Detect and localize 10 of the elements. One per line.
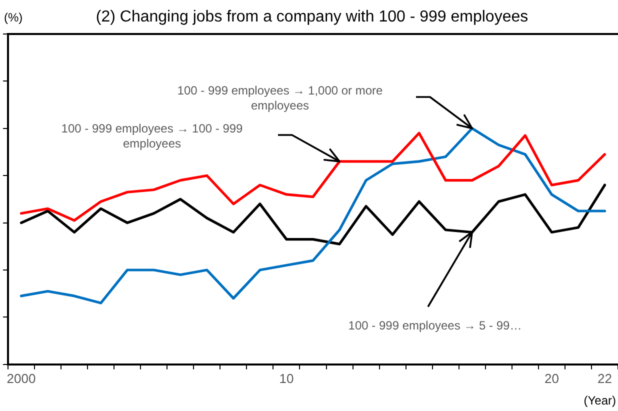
text: 100 - 999 employees → 1,000 or more employees (177, 83, 384, 112)
annotation: 100 - 999 employees → 100 - 999 employees (61, 121, 244, 150)
x-tick-label: 10 (279, 370, 294, 386)
text: (%) (4, 10, 23, 24)
x-tick-label: 2000 (6, 370, 36, 386)
x-tick-label: 22 (598, 370, 612, 386)
x-axis-title: (Year) (584, 393, 616, 408)
annotation: 100 - 999 employees → 5 - 99… (348, 318, 522, 332)
chart-title: (2) Changing jobs from a company with 100 - 999 employees (96, 8, 528, 26)
x-tick-label: 20 (544, 370, 559, 386)
